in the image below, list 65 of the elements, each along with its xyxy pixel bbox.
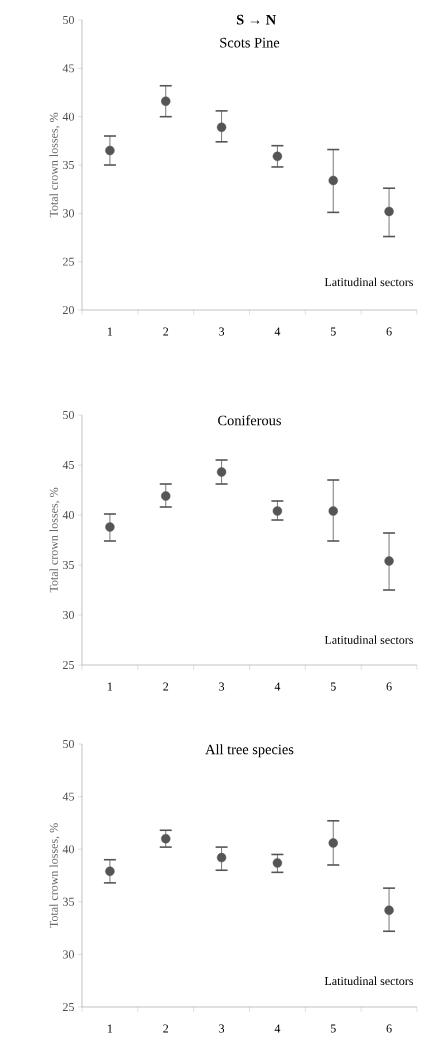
x-tick-label: 2: [163, 1024, 169, 1033]
text: Scots Pine: [220, 37, 280, 48]
x-axis-title: Latitudinal sectors: [324, 277, 414, 287]
x-tick-label: 6: [386, 1024, 392, 1033]
x-tick-label: 5: [330, 1024, 336, 1033]
y-tick-label: 45: [62, 64, 74, 73]
x-tick-label: 2: [163, 682, 169, 691]
point: [384, 905, 394, 915]
y-tick-label: 30: [63, 610, 74, 620]
x-tick-label: 4: [274, 682, 281, 691]
point: [105, 522, 115, 532]
y-tick-label: 35: [63, 897, 74, 906]
x-tick-label: 5: [330, 682, 336, 691]
y-tick-label: 40: [62, 845, 74, 854]
y-tick-label: 50: [63, 410, 74, 420]
x-tick-label: 3: [219, 1024, 225, 1033]
y-tick-label: 45: [62, 792, 74, 801]
y-tick-label: 25: [63, 1002, 74, 1012]
annotation: S → N: [236, 14, 276, 25]
x-tick-label: 1: [107, 327, 113, 336]
point: [216, 852, 227, 863]
point: [272, 151, 283, 162]
x-tick-label: 1: [107, 1024, 113, 1033]
point: [384, 206, 394, 217]
x-tick-label: 4: [274, 327, 281, 336]
y-tick-label: 35: [63, 560, 74, 570]
x-tick-label: 6: [386, 327, 392, 336]
x-tick-label: 2: [163, 327, 169, 336]
y-tick-label: 25: [63, 660, 74, 670]
point: [161, 833, 171, 844]
y-tick-label: 50: [63, 739, 74, 749]
y-tick-label: 50: [63, 15, 74, 25]
x-tick-label: 3: [219, 682, 225, 691]
x-tick-label: 4: [274, 1024, 281, 1033]
y-tick-label: 30: [63, 209, 74, 218]
x-tick-label: 6: [386, 682, 392, 691]
y-tick-label: 45: [62, 461, 74, 470]
chart-title: All tree species: [205, 744, 294, 758]
point: [384, 556, 394, 566]
x-tick-label: 5: [330, 327, 336, 336]
y-tick-label: 20: [63, 305, 74, 315]
y-axis-title: Total crown losses, %: [49, 112, 60, 218]
point: [216, 467, 227, 477]
point: [216, 122, 227, 133]
point: [328, 506, 338, 516]
y-tick-label: 40: [62, 112, 74, 121]
point: [328, 175, 338, 186]
y-tick-label: 30: [63, 950, 74, 959]
y-axis-title: Total crown losses, %: [49, 823, 60, 928]
y-tick-label: 25: [63, 257, 74, 266]
point: [272, 506, 283, 516]
y-tick-label: 35: [63, 160, 74, 170]
point: [328, 838, 338, 848]
y-axis-title: Total crown losses, %: [49, 487, 60, 593]
chart-title: Coniferous: [218, 415, 281, 426]
x-axis-title: Latitudinal sectors: [324, 976, 414, 986]
x-axis-title: Latitudinal sectors: [324, 635, 414, 644]
point: [272, 858, 283, 868]
point: [105, 866, 115, 876]
point: [161, 96, 171, 106]
y-tick-label: 40: [62, 510, 74, 520]
x-tick-label: 1: [107, 682, 113, 691]
point: [105, 145, 115, 156]
x-tick-label: 3: [219, 327, 225, 336]
point: [161, 491, 171, 501]
